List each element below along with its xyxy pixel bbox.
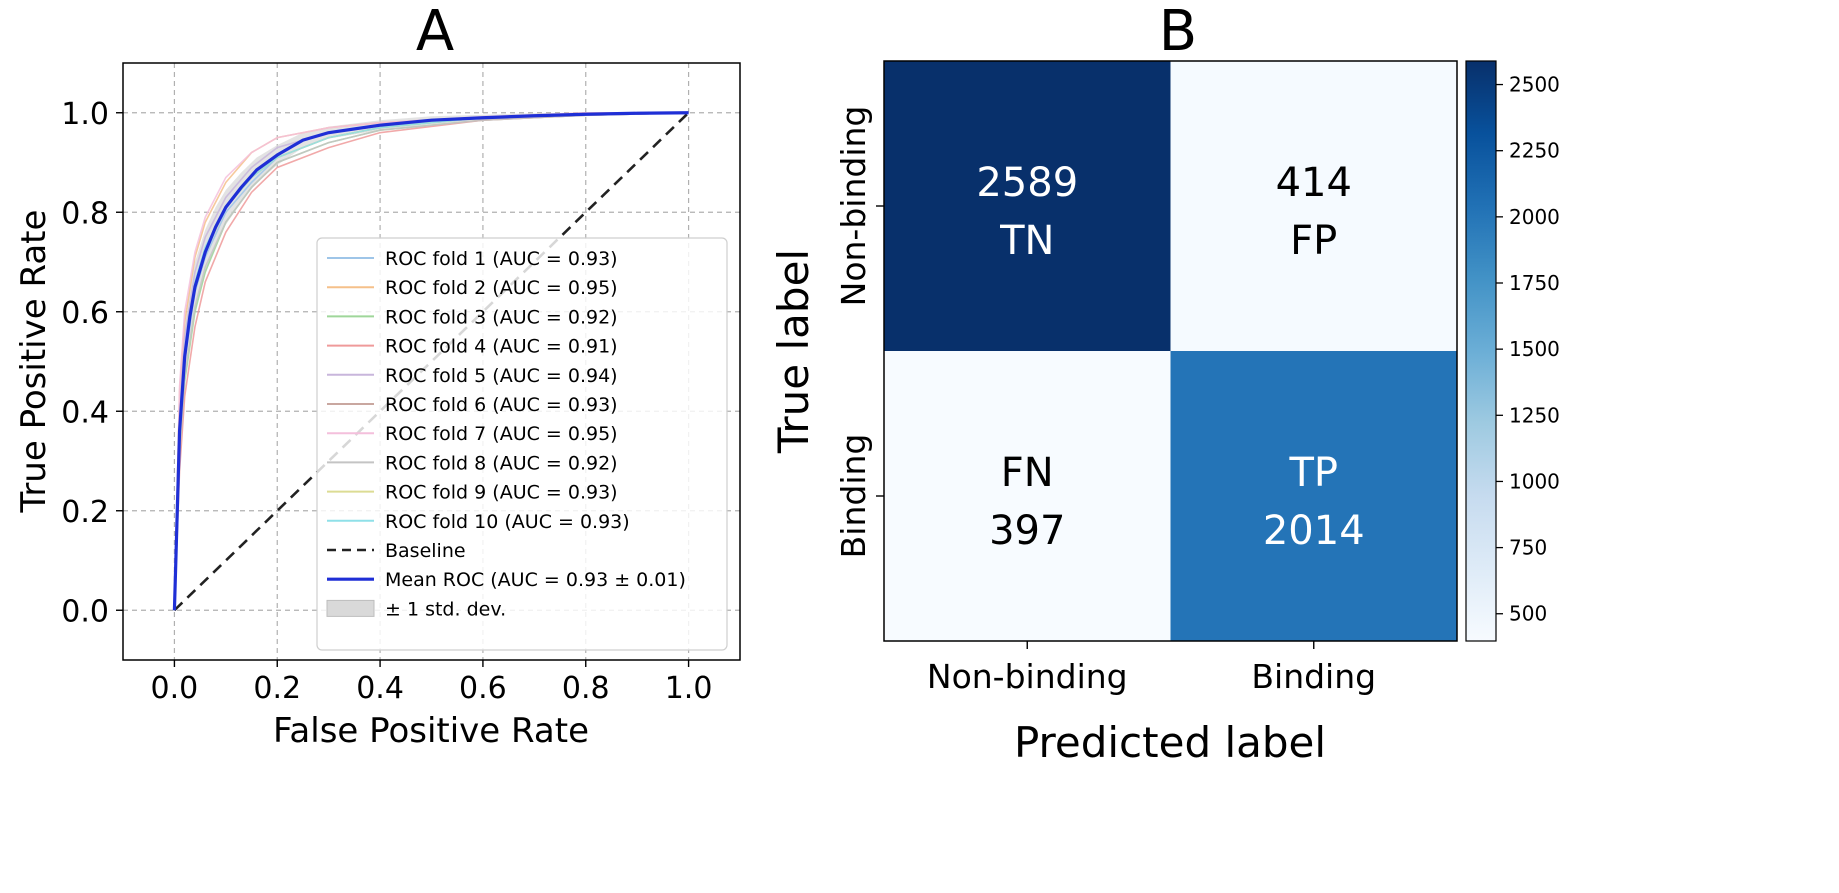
panel-a-legend-frame bbox=[316, 237, 728, 651]
confusion-cell-tn bbox=[884, 61, 1171, 351]
panel-a-y-tick-label: 0.2 bbox=[61, 495, 109, 530]
panel-b-y-tick-label: Binding bbox=[834, 434, 873, 559]
panel-a-y-tick-label: 0.0 bbox=[61, 594, 109, 629]
confusion-cell-count: 414 bbox=[1276, 160, 1352, 206]
panel-b-category-ticks: Non-binding Binding Non-binding Binding bbox=[834, 106, 1376, 696]
panel-a-y-tick-label: 0.8 bbox=[61, 196, 109, 231]
panel-a-legend-label-fold-1: ROC fold 1 (AUC = 0.93) bbox=[385, 248, 618, 270]
panel-a-baseline-layer bbox=[173, 111, 690, 612]
panel-a-legend-label-baseline: Baseline bbox=[385, 540, 466, 562]
panel-a-x-tick-label: 0.8 bbox=[562, 671, 610, 706]
panel-a-plot-frame bbox=[122, 62, 741, 661]
panel-a-x-tick-label: 0.4 bbox=[356, 671, 404, 706]
panel-a-y-tick-label: 0.6 bbox=[61, 296, 109, 331]
panel-b-cells: 2589 TN 414 FP FN 397 TP 2014 bbox=[884, 61, 1457, 641]
panel-a-roc-chart: A 0.0 0.2 0.4 0.6 0.8 1.0 0.00.20.40.60.81.0 … bbox=[14, 0, 741, 751]
panel-a-x-tick-label: 0.2 bbox=[253, 671, 301, 706]
panel-a-legend-label-fold-8: ROC fold 8 (AUC = 0.92) bbox=[385, 452, 618, 474]
panel-a-legend-label-fold-4: ROC fold 4 (AUC = 0.91) bbox=[385, 336, 618, 358]
confusion-cell-tp bbox=[1170, 351, 1457, 641]
panel-a-x-tick-label: 0.6 bbox=[459, 671, 507, 706]
colorbar-tick-label: 1250 bbox=[1509, 403, 1560, 427]
panel-a-legend-label-fold-10: ROC fold 10 (AUC = 0.93) bbox=[385, 511, 630, 533]
panel-a-legend-label-fold-3: ROC fold 3 (AUC = 0.92) bbox=[385, 306, 618, 328]
confusion-cell-tag: TP bbox=[1288, 450, 1338, 496]
colorbar-tick-label: 750 bbox=[1509, 536, 1547, 560]
colorbar-tick-label: 1750 bbox=[1509, 271, 1560, 295]
panel-a-legend-label-fold-2: ROC fold 2 (AUC = 0.95) bbox=[385, 277, 618, 299]
confusion-cell-fp bbox=[1170, 61, 1457, 351]
colorbar-tick-label: 2000 bbox=[1509, 205, 1560, 229]
colorbar-tick-label: 1000 bbox=[1509, 469, 1560, 493]
panel-a-legend-label-fold-6: ROC fold 6 (AUC = 0.93) bbox=[385, 394, 618, 416]
panel-b-letter: B bbox=[1159, 0, 1197, 64]
confusion-cell-fn bbox=[884, 351, 1171, 641]
panel-b-colorbar: 2500 2250 2000 1750 1500 1250 1000 750 500 bbox=[1465, 60, 1560, 642]
panel-b-y-axis-label: True label bbox=[769, 249, 818, 454]
panel-b-confusion-matrix: B 2589 TN 414 FP FN 397 TP 2014 Non-binding Bind… bbox=[769, 0, 1560, 767]
panel-a-x-axis-label: False Positive Rate bbox=[273, 711, 589, 751]
confusion-cell-count: 397 bbox=[989, 508, 1065, 554]
panel-a-legend-label-fold-5: ROC fold 5 (AUC = 0.94) bbox=[385, 365, 618, 387]
panel-a-baseline-line bbox=[173, 111, 690, 612]
panel-a-mean-layer bbox=[172, 111, 689, 611]
confusion-cell-tag: TN bbox=[999, 218, 1054, 264]
confusion-cell-tag: FP bbox=[1290, 218, 1337, 264]
panel-a-x-tick-label: 1.0 bbox=[665, 671, 713, 706]
colorbar-gradient bbox=[1465, 60, 1497, 642]
panel-b-x-tick-label: Non-binding bbox=[927, 657, 1128, 696]
panel-a-legend-label-std-band: ± 1 std. dev. bbox=[385, 598, 506, 620]
panel-a-legend-label-fold-9: ROC fold 9 (AUC = 0.93) bbox=[385, 482, 618, 504]
panel-a-mean-roc-curve bbox=[172, 111, 689, 611]
panel-a-legend-handle-std-band bbox=[326, 599, 375, 617]
colorbar-tick-label: 2500 bbox=[1509, 73, 1560, 97]
panel-a-x-ticks: 0.0 0.2 0.4 0.6 0.8 1.0 bbox=[151, 660, 713, 706]
panel-b-x-axis-label: Predicted label bbox=[1014, 718, 1326, 767]
colorbar-tick-label: 1500 bbox=[1509, 337, 1560, 361]
panel-a-x-tick-label: 0.0 bbox=[151, 671, 199, 706]
panel-a-y-tick-label: 1.0 bbox=[61, 97, 109, 132]
panel-a-y-tick-label: 0.4 bbox=[61, 395, 109, 430]
confusion-cell-tag: FN bbox=[1001, 450, 1054, 496]
panel-a-legend-label-fold-7: ROC fold 7 (AUC = 0.95) bbox=[385, 423, 618, 445]
panel-b-matrix-frame bbox=[883, 60, 1458, 642]
confusion-cell-count: 2014 bbox=[1263, 508, 1365, 554]
panel-b-x-tick-label: Binding bbox=[1251, 657, 1376, 696]
panel-a-legend-label-mean: Mean ROC (AUC = 0.93 ± 0.01) bbox=[385, 569, 686, 591]
colorbar-tick-label: 500 bbox=[1509, 602, 1547, 626]
panel-a-y-axis-label: True Positive Rate bbox=[14, 210, 54, 514]
panel-a-letter: A bbox=[416, 0, 454, 64]
confusion-cell-count: 2589 bbox=[976, 160, 1078, 206]
panel-b-y-tick-label: Non-binding bbox=[834, 106, 873, 307]
panel-a-y-ticks: 0.0 0.2 0.4 0.6 0.8 1.0 bbox=[61, 97, 123, 629]
panel-a-legend: ROC fold 1 (AUC = 0.93) ROC fold 2 (AUC =… bbox=[316, 237, 728, 651]
colorbar-tick-label: 2250 bbox=[1509, 139, 1560, 163]
